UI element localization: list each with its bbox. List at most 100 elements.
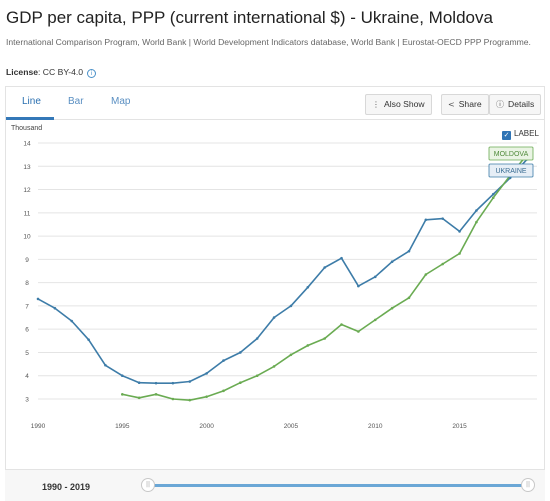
label-toggle-text: LABEL bbox=[514, 129, 539, 138]
slider-handle-start[interactable]: || bbox=[141, 478, 155, 492]
also-show-label: Also Show bbox=[384, 99, 425, 109]
y-tick-label: 4 bbox=[25, 373, 29, 380]
moldova-point bbox=[222, 389, 225, 393]
moldova-point bbox=[390, 306, 394, 310]
details-button[interactable]: ⓘ Details bbox=[489, 94, 542, 115]
moldova-point bbox=[458, 252, 461, 255]
ukraine-series-line bbox=[37, 158, 528, 385]
moldova-point bbox=[475, 220, 478, 224]
label-toggle[interactable]: ✓ LABEL bbox=[502, 129, 539, 140]
ukraine-end-label: UKRAINE bbox=[495, 168, 526, 175]
ukraine-point bbox=[407, 249, 411, 253]
ukraine-point bbox=[53, 306, 57, 310]
also-show-button[interactable]: ⋮ Also Show bbox=[365, 94, 432, 115]
ukraine-point bbox=[424, 218, 428, 222]
y-tick-label: 13 bbox=[23, 164, 31, 171]
x-tick-label: 2000 bbox=[199, 423, 214, 430]
moldova-point bbox=[171, 397, 175, 401]
y-tick-label: 11 bbox=[24, 210, 31, 217]
y-tick-label: 14 bbox=[23, 141, 31, 148]
ukraine-point bbox=[289, 304, 293, 308]
ukraine-point bbox=[70, 319, 74, 323]
y-tick-label: 7 bbox=[25, 303, 29, 310]
more-vertical-icon: ⋮ bbox=[372, 100, 380, 109]
moldova-point bbox=[121, 393, 124, 396]
tab-map[interactable]: Map bbox=[111, 96, 131, 107]
y-tick-label: 10 bbox=[23, 234, 31, 241]
source-text: International Comparison Program, World … bbox=[6, 37, 531, 47]
moldova-point bbox=[205, 395, 208, 398]
ukraine-point bbox=[373, 275, 377, 279]
ukraine-point bbox=[323, 266, 326, 269]
share-button[interactable]: < Share bbox=[441, 94, 489, 115]
moldova-point bbox=[491, 196, 495, 199]
ukraine-point bbox=[340, 256, 343, 260]
moldova-point bbox=[272, 365, 276, 368]
moldova-end-label: MOLDOVA bbox=[494, 151, 529, 158]
tab-line[interactable]: Line bbox=[22, 96, 41, 107]
y-tick-label: 12 bbox=[23, 187, 31, 194]
moldova-point bbox=[340, 323, 343, 326]
ukraine-point bbox=[255, 337, 259, 340]
ukraine-point bbox=[475, 209, 478, 212]
moldova-point bbox=[323, 337, 326, 340]
details-label: Details bbox=[508, 99, 535, 109]
license-label: License bbox=[6, 67, 39, 77]
moldova-point bbox=[239, 381, 242, 385]
y-units-label: Thousand bbox=[11, 125, 43, 132]
moldova-point bbox=[255, 374, 259, 378]
page-title: GDP per capita, PPP (current internation… bbox=[6, 8, 493, 27]
ukraine-point bbox=[390, 260, 394, 263]
moldova-point bbox=[154, 393, 158, 396]
ukraine-end-label-box bbox=[488, 163, 534, 178]
moldova-end-label-box bbox=[488, 146, 534, 161]
ukraine-point bbox=[188, 380, 192, 383]
moldova-point bbox=[188, 398, 192, 402]
y-tick-label: 8 bbox=[25, 280, 29, 287]
ukraine-point bbox=[222, 359, 225, 362]
moldova-point bbox=[424, 273, 428, 276]
moldova-series-line bbox=[122, 154, 528, 402]
chart-tabs: Line Bar Map ⋮ Also Show < Share ⓘ Details bbox=[6, 87, 544, 120]
ukraine-point bbox=[441, 217, 444, 220]
share-label: Share bbox=[458, 99, 482, 109]
ukraine-point bbox=[121, 374, 124, 378]
moldova-point bbox=[357, 330, 360, 333]
moldova-point bbox=[137, 396, 141, 400]
ukraine-point bbox=[171, 381, 175, 385]
ukraine-point bbox=[36, 297, 40, 301]
info-icon[interactable]: i bbox=[87, 69, 97, 78]
moldova-point bbox=[289, 353, 293, 357]
moldova-point bbox=[306, 344, 310, 347]
x-tick-label: 2010 bbox=[368, 423, 383, 430]
x-tick-label: 1990 bbox=[31, 423, 46, 430]
moldova-point bbox=[441, 262, 444, 266]
active-tab-indicator bbox=[6, 117, 54, 120]
ukraine-point bbox=[104, 363, 107, 367]
ukraine-point bbox=[87, 338, 90, 341]
slider-handle-end[interactable]: || bbox=[521, 478, 535, 492]
y-tick-label: 9 bbox=[25, 257, 29, 264]
ukraine-point bbox=[306, 285, 310, 289]
x-tick-label: 2015 bbox=[452, 423, 467, 430]
license-line: License: CC BY-4.0 i bbox=[6, 67, 97, 78]
moldova-point bbox=[407, 296, 411, 300]
ukraine-point bbox=[458, 230, 461, 233]
license-value[interactable]: : CC BY-4.0 bbox=[38, 67, 84, 77]
label-checkbox[interactable]: ✓ bbox=[502, 131, 511, 140]
share-icon: < bbox=[448, 100, 455, 109]
x-tick-label: 2005 bbox=[284, 423, 299, 430]
ukraine-point bbox=[239, 351, 242, 354]
y-tick-label: 3 bbox=[25, 397, 29, 404]
ukraine-point bbox=[491, 192, 495, 196]
y-tick-label: 6 bbox=[25, 327, 29, 334]
tab-bar[interactable]: Bar bbox=[68, 96, 84, 107]
ukraine-point bbox=[137, 381, 141, 385]
time-range-slider-track[interactable] bbox=[148, 484, 528, 487]
chart-panel: Line Bar Map ⋮ Also Show < Share ⓘ Details bbox=[5, 86, 545, 496]
details-info-icon: ⓘ bbox=[496, 100, 504, 109]
ukraine-point bbox=[272, 316, 276, 319]
moldova-point bbox=[373, 318, 377, 322]
y-tick-label: 5 bbox=[25, 350, 29, 357]
